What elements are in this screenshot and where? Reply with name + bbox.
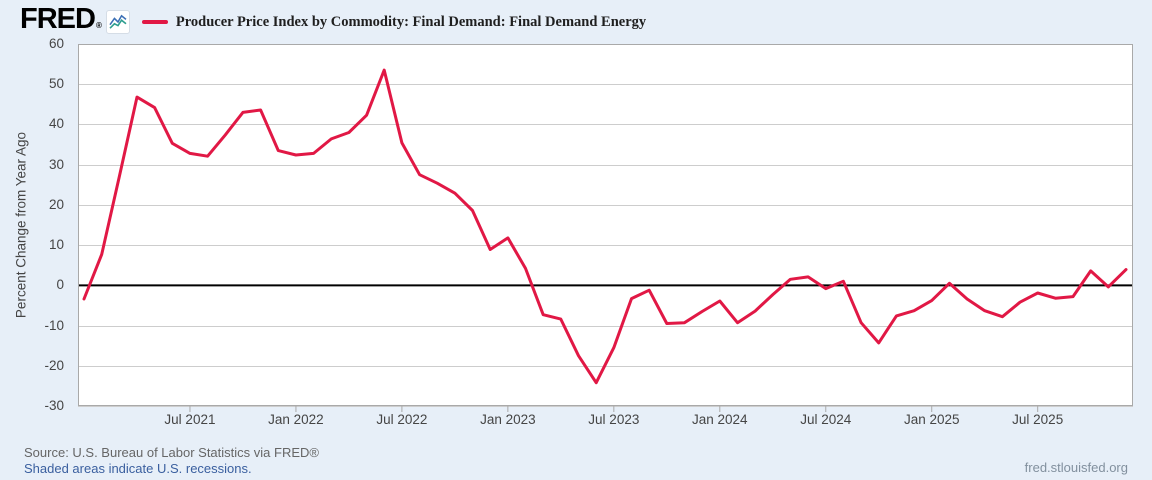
line-chart[interactable]	[78, 44, 1133, 414]
x-axis-tick-labels: Jul 2021 Jan 2022 Jul 2022 Jan 2023 Jul 2023…	[78, 412, 1133, 430]
fred-sparkline-icon	[105, 10, 130, 34]
x-tick-label: Jan 2025	[903, 412, 960, 427]
y-tick-label: 0	[56, 277, 64, 293]
series-legend-swatch	[141, 20, 168, 24]
x-tick-label: Jan 2024	[692, 412, 748, 427]
y-tick-label: 50	[48, 76, 64, 92]
registered-mark: ®	[95, 20, 102, 30]
plot-area[interactable]	[78, 44, 1133, 414]
plot-frame	[78, 44, 1133, 406]
source-note: Source: U.S. Bureau of Labor Statistics …	[24, 445, 319, 460]
y-tick-label: 30	[48, 156, 64, 172]
y-tick-label: 60	[48, 36, 64, 51]
recessions-note-link[interactable]: Shaded areas indicate U.S. recessions.	[24, 461, 252, 476]
x-tick-label: Jan 2022	[268, 412, 324, 427]
x-tick-label: Jan 2023	[480, 412, 536, 427]
plot-background	[78, 44, 1133, 406]
series-line-ppi-final-demand-energy[interactable]	[82, 68, 1128, 385]
x-tick-label: Jul 2022	[376, 412, 428, 427]
x-tick-label: Jul 2025	[1012, 412, 1064, 427]
y-tick-label: -20	[44, 357, 64, 373]
y-tick-label: -30	[44, 398, 64, 413]
fred-logo[interactable]: FRED®	[20, 2, 102, 35]
x-tick-label: Jul 2023	[588, 412, 640, 427]
x-tick-label: Jul 2024	[800, 412, 852, 427]
y-tick-label: 40	[48, 116, 64, 132]
y-tick-label: 20	[48, 196, 64, 212]
y-axis-tick-labels: 60 50 40 30 20 10 0 -10 -20 -30	[0, 36, 70, 413]
fred-site-link[interactable]: fred.stlouisfed.org	[1024, 460, 1128, 475]
x-tick-label: Jul 2021	[164, 412, 216, 427]
series-legend-label[interactable]: Producer Price Index by Commodity: Final…	[175, 13, 647, 30]
y-tick-label: 10	[48, 237, 64, 253]
chart-header: FRED® Producer Price Index by Commodity:…	[20, 2, 647, 38]
y-tick-label: -10	[44, 317, 64, 333]
